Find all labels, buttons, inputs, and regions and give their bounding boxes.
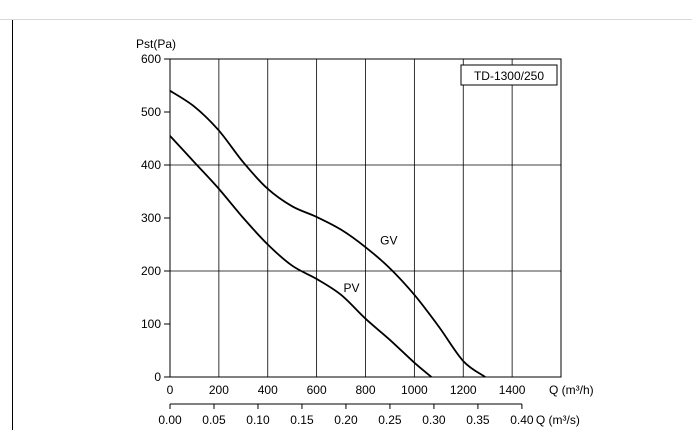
series-line-gv (169, 90, 486, 378)
x2-tick-label: 0.25 (378, 413, 402, 427)
x2-tick-label: 0.40 (510, 413, 534, 427)
y-tick-label: 100 (141, 317, 161, 331)
x-tick-label: 600 (307, 383, 327, 397)
x2-tick-label: 0.35 (466, 413, 490, 427)
x2-tick-label: 0.00 (158, 413, 182, 427)
x2-axis-label: Q (m³/s) (536, 413, 580, 427)
x2-tick-label: 0.20 (334, 413, 358, 427)
x2-tick-label: 0.10 (246, 413, 270, 427)
x-tick-label: 800 (355, 383, 375, 397)
y-tick-label: 600 (141, 52, 161, 66)
curve-label-gv: GV (380, 234, 397, 248)
y-tick-label: 300 (141, 211, 161, 225)
labels: TD-1300/250 GV PV (344, 64, 558, 295)
y-axis-label: Pst(Pa) (136, 37, 176, 51)
series-line-pv (169, 135, 433, 378)
grid (170, 59, 561, 377)
x-tick-label: 200 (209, 383, 229, 397)
x-tick-label: 1000 (401, 383, 428, 397)
x-tick-label: 1400 (499, 383, 526, 397)
y-tick-label: 200 (141, 264, 161, 278)
x2-tick-label: 0.05 (202, 413, 226, 427)
x2-tick-label: 0.30 (422, 413, 446, 427)
series (169, 90, 486, 378)
curve-label-pv: PV (344, 281, 360, 295)
chart-frame (0, 19, 692, 430)
x2-tick-label: 0.15 (290, 413, 314, 427)
y-tick-label: 500 (141, 105, 161, 119)
model-label: TD-1300/250 (474, 69, 544, 83)
y-tick-label: 400 (141, 158, 161, 172)
x-tick-label: 0 (167, 383, 174, 397)
x-tick-label: 1200 (450, 383, 477, 397)
x-tick-label: 400 (258, 383, 278, 397)
y-tick-label: 0 (154, 370, 161, 384)
x-axis-label: Q (m³/h) (549, 383, 594, 397)
model-label-box (460, 64, 558, 86)
